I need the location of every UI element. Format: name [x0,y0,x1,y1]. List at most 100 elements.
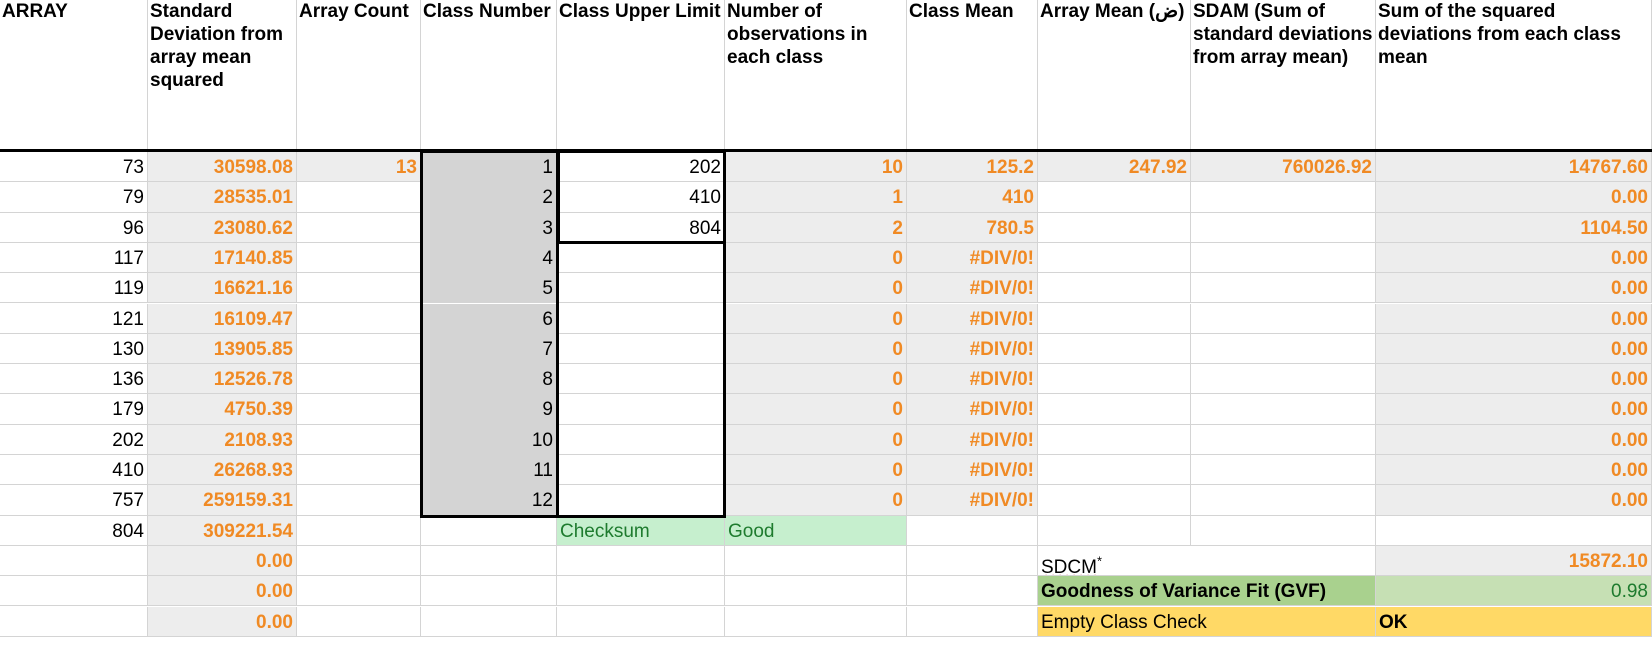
observations-cell[interactable]: 10 [725,152,907,183]
empty-cell[interactable] [907,576,1038,607]
header-array-mean[interactable]: Array Mean (ض) [1038,0,1191,152]
sdcm-label-cell[interactable]: SDCM* [1038,545,1376,577]
empty-cell[interactable] [1038,182,1191,213]
empty-cell[interactable] [421,576,557,607]
empty-cell[interactable] [1191,394,1376,425]
gvf-label-cell[interactable]: Goodness of Variance Fit (GVF) [1038,576,1376,607]
empty-cell[interactable] [1038,424,1191,455]
sq-deviation-cell[interactable]: 0.00 [1376,424,1652,455]
sq-deviation-cell[interactable]: 1104.50 [1376,212,1652,243]
sd-value-cell[interactable]: 2108.93 [148,424,297,455]
empty-cell[interactable] [557,545,725,577]
header-count[interactable]: Array Count [297,0,421,152]
class-upper-limit-cell[interactable] [557,273,725,304]
array-value-cell[interactable]: 130 [0,333,148,365]
empty-cell[interactable] [1038,333,1191,365]
class-number-cell[interactable]: 11 [421,455,557,486]
sd-value-cell[interactable]: 13905.85 [148,333,297,365]
empty-cell[interactable] [1038,364,1191,395]
class-mean-cell[interactable]: #DIV/0! [907,303,1038,334]
sd-value-cell[interactable]: 0.00 [148,576,297,607]
empty-cell[interactable] [907,515,1038,546]
sd-value-cell[interactable]: 0.00 [148,545,297,577]
array-value-cell[interactable]: 121 [0,303,148,334]
empty-cell[interactable] [1038,242,1191,274]
class-number-cell[interactable]: 4 [421,242,557,274]
array-value-cell[interactable]: 410 [0,455,148,486]
array-value-cell[interactable]: 757 [0,485,148,516]
class-upper-limit-cell[interactable] [557,394,725,425]
header-class-upper[interactable]: Class Upper Limit [557,0,725,152]
class-upper-limit-cell[interactable] [557,333,725,365]
class-upper-limit-cell[interactable] [557,242,725,274]
class-number-cell[interactable]: 7 [421,333,557,365]
empty-cell[interactable] [1191,182,1376,213]
header-observations[interactable]: Number of observations in each class [725,0,907,152]
sd-value-cell[interactable]: 28535.01 [148,182,297,213]
class-upper-limit-cell[interactable]: 410 [557,182,725,213]
class-mean-cell[interactable]: #DIV/0! [907,273,1038,304]
empty-cell[interactable] [1191,424,1376,455]
empty-cell[interactable] [421,515,557,546]
array-value-cell[interactable] [0,576,148,607]
sd-value-cell[interactable]: 26268.93 [148,455,297,486]
class-number-cell[interactable]: 8 [421,364,557,395]
empty-cell[interactable] [297,515,421,546]
header-array[interactable]: ARRAY [0,0,148,152]
empty-cell[interactable] [907,606,1038,637]
empty-cell[interactable] [297,606,421,637]
class-upper-limit-cell[interactable] [557,455,725,486]
empty-cell[interactable] [1038,485,1191,516]
observations-cell[interactable]: 0 [725,273,907,304]
sq-deviation-cell[interactable]: 0.00 [1376,303,1652,334]
sq-deviation-cell[interactable]: 0.00 [1376,455,1652,486]
empty-cell[interactable] [1191,273,1376,304]
array-value-cell[interactable]: 202 [0,424,148,455]
class-number-cell[interactable]: 10 [421,424,557,455]
empty-cell[interactable] [297,485,421,516]
empty-cell[interactable] [1191,364,1376,395]
empty-cell[interactable] [725,576,907,607]
class-number-cell[interactable]: 5 [421,273,557,304]
empty-class-check-value-cell[interactable]: OK [1376,606,1652,637]
class-mean-cell[interactable]: #DIV/0! [907,333,1038,365]
class-upper-limit-cell[interactable]: 804 [557,212,725,243]
array-value-cell[interactable]: 179 [0,394,148,425]
sdam-cell[interactable]: 760026.92 [1191,152,1376,183]
sd-value-cell[interactable]: 23080.62 [148,212,297,243]
sd-value-cell[interactable]: 259159.31 [148,485,297,516]
observations-cell[interactable]: 1 [725,182,907,213]
header-sd[interactable]: Standard Deviation from array mean squar… [148,0,297,152]
class-upper-limit-cell[interactable]: 202 [557,152,725,183]
class-upper-limit-cell[interactable] [557,485,725,516]
array-value-cell[interactable] [0,606,148,637]
array-value-cell[interactable]: 79 [0,182,148,213]
sd-value-cell[interactable]: 309221.54 [148,515,297,546]
class-mean-cell[interactable]: #DIV/0! [907,242,1038,274]
observations-cell[interactable]: 0 [725,485,907,516]
empty-cell[interactable] [297,273,421,304]
class-mean-cell[interactable]: #DIV/0! [907,394,1038,425]
class-number-cell[interactable]: 12 [421,485,557,516]
empty-cell[interactable] [1191,212,1376,243]
class-number-cell[interactable]: 2 [421,182,557,213]
empty-cell[interactable] [1191,303,1376,334]
observations-cell[interactable]: 0 [725,394,907,425]
header-sdam[interactable]: SDAM (Sum of standard deviations from ar… [1191,0,1376,152]
empty-cell[interactable] [1038,273,1191,304]
empty-cell[interactable] [1038,303,1191,334]
empty-cell[interactable] [421,606,557,637]
class-mean-cell[interactable]: 410 [907,182,1038,213]
empty-cell[interactable] [297,576,421,607]
empty-cell[interactable] [297,394,421,425]
sd-value-cell[interactable]: 17140.85 [148,242,297,274]
sdcm-value-cell[interactable]: 15872.10 [1376,545,1652,577]
sd-value-cell[interactable]: 30598.08 [148,152,297,183]
header-sdcm-col[interactable]: Sum of the squared deviations from each … [1376,0,1652,152]
empty-cell[interactable] [1038,212,1191,243]
observations-cell[interactable]: 0 [725,333,907,365]
observations-cell[interactable]: 0 [725,303,907,334]
empty-cell[interactable] [1191,455,1376,486]
empty-cell[interactable] [725,606,907,637]
sq-deviation-cell[interactable]: 14767.60 [1376,152,1652,183]
